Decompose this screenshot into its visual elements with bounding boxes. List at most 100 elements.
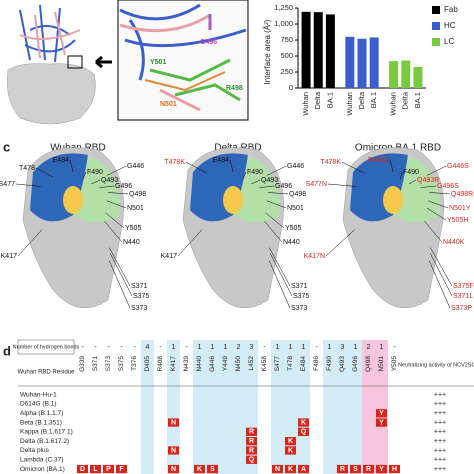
residue-leader [426, 165, 447, 176]
column-shade [375, 340, 388, 474]
y-tick-label: 1,000 [274, 19, 293, 28]
residue-leader [105, 212, 125, 229]
column-residue: G339 [79, 356, 86, 372]
activity: +++ [434, 466, 446, 473]
residue-leader [35, 167, 53, 178]
variant-name: Kappa (B.1.617.1) [20, 429, 73, 436]
mutation: Q [249, 457, 255, 464]
rbd-lc-epitope [233, 155, 281, 223]
hbond-header: Number of hydrogen bonds [13, 344, 80, 350]
residue-leader [242, 171, 247, 180]
bar [413, 66, 423, 88]
residue-leader [325, 229, 355, 257]
residue-leader [259, 185, 275, 188]
legend-swatch [432, 22, 440, 30]
bar [401, 60, 411, 88]
residue-label: S477N [306, 181, 327, 188]
column-residue: T478 [287, 356, 294, 371]
residue-leader [108, 247, 131, 287]
column-residue: Q493 [339, 356, 346, 372]
column-shade [193, 340, 206, 474]
x-tick-label: Delta [313, 91, 322, 109]
residue-label: G496 [115, 183, 132, 190]
x-tick-label: Wuhan [389, 92, 398, 116]
hbond-count: 1 [211, 344, 215, 351]
mutation: Y [379, 466, 384, 473]
mutation: K [301, 419, 306, 426]
mutation: S [210, 466, 215, 473]
column-shade [362, 340, 375, 474]
column-residue: L452 [248, 356, 255, 371]
hbond-count: - [94, 344, 97, 351]
mutation: Y [379, 419, 384, 426]
column-shade [323, 340, 336, 474]
residue-leader [99, 185, 115, 188]
residue-label: F490 [403, 169, 419, 176]
mutation-cell [116, 464, 127, 474]
bar [389, 61, 399, 88]
mutation-cell [298, 427, 309, 436]
structure-overview [7, 4, 112, 125]
column-residue: G446 [209, 356, 216, 372]
y-tick-label: 500 [280, 51, 293, 60]
mutation: N [171, 419, 176, 426]
y-axis-title: Interface area (Å²) [263, 19, 272, 84]
column-residue: N439 [183, 356, 190, 372]
residue-leader [266, 165, 287, 176]
mutation-cell [194, 464, 205, 474]
residue-leader [424, 221, 443, 243]
residue-label: E484A [368, 157, 389, 164]
residue-leader [426, 207, 447, 221]
residue-label: Q493 [261, 177, 278, 184]
mutation: K [288, 447, 293, 454]
x-tick-label: BA.1 [369, 92, 378, 108]
variant-name: Delta plus [20, 447, 50, 454]
residue-label: T478K [164, 159, 185, 166]
mutation: P [106, 466, 111, 473]
residue-leader [229, 159, 234, 173]
rbd-lc-epitope [73, 155, 121, 223]
column-residue: N501 [378, 356, 385, 372]
hbond-count: 4 [146, 344, 150, 351]
bar [313, 12, 323, 88]
panel-label: c [3, 139, 10, 154]
mutation: Y [379, 410, 384, 417]
residue-leader [400, 171, 403, 180]
residue-label: G446 [287, 163, 304, 170]
residue-leader [264, 221, 283, 243]
rbd-overlap [223, 186, 243, 214]
residue-label: S371 [291, 283, 307, 290]
hbond-count: 1 [276, 344, 280, 351]
mutation-cell [246, 455, 257, 464]
hbond-count: - [393, 344, 396, 351]
mutation: R [366, 466, 371, 473]
residue-label: Y505 [285, 225, 301, 232]
bar [345, 36, 355, 88]
residue-label: S373 [291, 305, 307, 312]
variant-name: Delta (B.1.617.2) [20, 438, 69, 445]
residue-label: G496S [437, 183, 459, 190]
hbond-count: 2 [367, 344, 371, 351]
residue-label: T478 [19, 165, 35, 172]
mutation-cell [285, 464, 296, 474]
residue-label: N501 [127, 205, 144, 212]
residue-leader [82, 171, 87, 180]
residue-leader [389, 159, 394, 173]
residue-label: S371L [453, 293, 473, 300]
residue-label: G446 [127, 163, 144, 170]
mutation-cell [376, 409, 387, 418]
mutation-cell [376, 418, 387, 427]
mutation: K [288, 466, 293, 473]
mutation-cell [376, 464, 387, 474]
residue-leader [270, 253, 293, 297]
mutation: N [171, 447, 176, 454]
mutation-cell [246, 446, 257, 455]
hbond-count: - [81, 344, 84, 351]
mutation-cell [103, 464, 114, 474]
column-residue: K417 [170, 356, 177, 372]
activity-header: Neutralizing activity of NCV2SG48 [398, 362, 474, 368]
residue-leader [428, 260, 451, 309]
column-residue: S477 [274, 356, 281, 372]
residue-label: N440 [123, 239, 140, 246]
column-shade [336, 340, 349, 474]
